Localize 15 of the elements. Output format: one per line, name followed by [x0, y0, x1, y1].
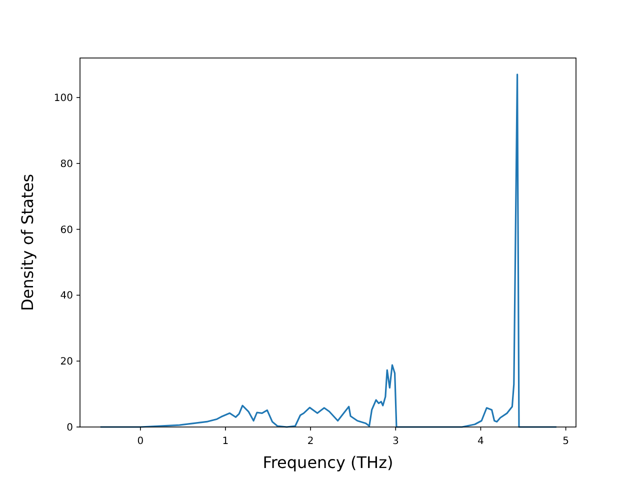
x-tick-label: 0: [137, 436, 144, 447]
y-tick-label: 0: [66, 422, 73, 434]
line-series: [100, 74, 558, 428]
y-tick-label: 40: [60, 290, 73, 302]
y-tick-label: 100: [54, 93, 73, 104]
x-tick-label: 3: [392, 436, 399, 447]
x-tick-label: 5: [562, 436, 569, 447]
y-tick-label: 60: [60, 224, 73, 236]
x-axis-title: Frequency (THz): [262, 453, 394, 472]
y-tick-label: 80: [60, 158, 73, 170]
x-tick-label: 1: [222, 436, 229, 447]
x-tick-label: 2: [307, 436, 314, 447]
y-axis-title: Density of States: [18, 174, 37, 312]
x-tick-label: 4: [478, 436, 484, 447]
y-tick-label: 20: [60, 356, 73, 368]
